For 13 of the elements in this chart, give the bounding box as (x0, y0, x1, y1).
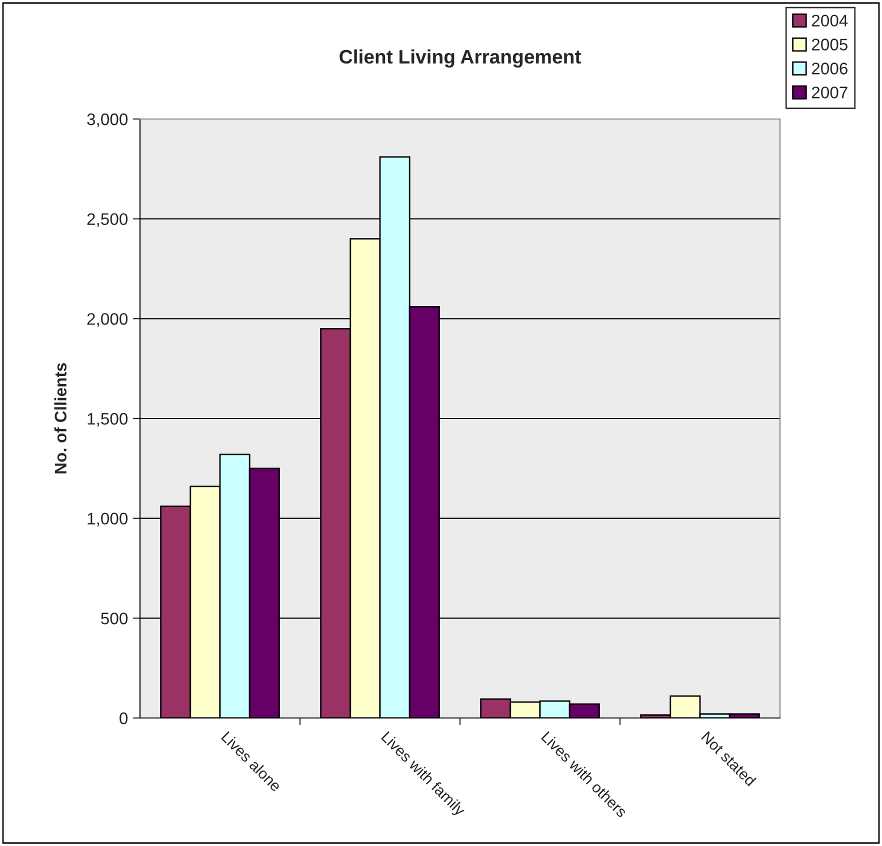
y-tick-label: 1,500 (88, 412, 128, 427)
y-tick-label: 500 (101, 612, 128, 624)
y-tick-label: 1,000 (88, 512, 128, 527)
y-tick-label: 3,000 (87, 113, 128, 128)
y-tick-label: 2,000 (87, 313, 128, 327)
legend-label: 2007 (812, 86, 848, 98)
y-tick-label: 2,500 (87, 213, 128, 228)
y-tick-label: 0 (120, 712, 128, 724)
chart-title: Client Living Arrangement (340, 49, 581, 68)
legend-label: 2004 (812, 14, 848, 27)
y-axis-title: No. of Cllients (54, 363, 67, 474)
legend-label: 2006 (812, 62, 848, 74)
legend-label: 2005 (812, 38, 848, 50)
